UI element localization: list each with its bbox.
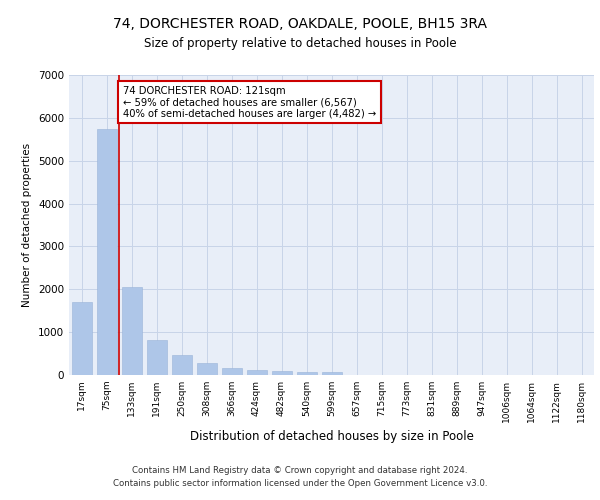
Bar (172, 356, 191, 375)
Y-axis label: Number of detached properties: Number of detached properties (22, 143, 32, 307)
Text: Contains HM Land Registry data © Crown copyright and database right 2024.
Contai: Contains HM Land Registry data © Crown c… (113, 466, 487, 487)
Bar (97, 128, 116, 375)
Bar (247, 370, 266, 375)
Bar (296, 372, 317, 375)
X-axis label: Distribution of detached houses by size in Poole: Distribution of detached houses by size … (190, 430, 473, 444)
Text: Size of property relative to detached houses in Poole: Size of property relative to detached ho… (143, 38, 457, 51)
Text: 74 DORCHESTER ROAD: 121sqm
← 59% of detached houses are smaller (6,567)
40% of s: 74 DORCHESTER ROAD: 121sqm ← 59% of deta… (123, 86, 376, 119)
Bar (146, 340, 167, 375)
Bar (71, 302, 91, 375)
Bar (322, 372, 341, 375)
Text: 74, DORCHESTER ROAD, OAKDALE, POOLE, BH15 3RA: 74, DORCHESTER ROAD, OAKDALE, POOLE, BH1… (113, 18, 487, 32)
Bar (271, 370, 292, 375)
Bar (197, 362, 217, 375)
Bar (121, 287, 142, 375)
Bar (221, 368, 241, 375)
